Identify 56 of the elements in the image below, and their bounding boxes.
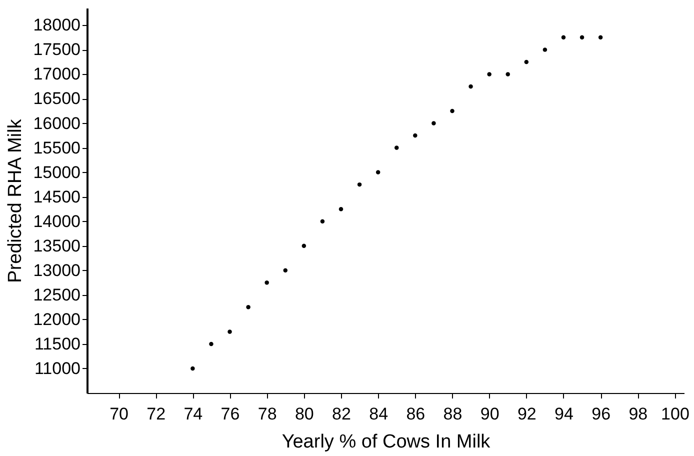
x-tick-label: 70 xyxy=(110,404,128,424)
y-tick-label: 14000 xyxy=(33,212,80,231)
point xyxy=(524,60,529,64)
x-tick-label: 90 xyxy=(480,404,500,424)
x-tick-label: 82 xyxy=(332,404,351,424)
x-tick-label: 84 xyxy=(369,404,388,424)
point xyxy=(394,146,399,150)
y-tick-label: 15000 xyxy=(33,162,80,182)
point xyxy=(357,182,362,187)
point xyxy=(246,305,250,310)
x-tick-label: 80 xyxy=(294,404,314,424)
y-axis-title: Predicted RHA Milk xyxy=(5,118,26,283)
y-tick-label: 16500 xyxy=(33,89,80,108)
point xyxy=(432,121,436,126)
x-tick-label: 74 xyxy=(184,404,203,424)
x-tick-label: 78 xyxy=(258,404,277,424)
point xyxy=(542,48,548,52)
y-tick-label: 18000 xyxy=(33,16,80,35)
x-tick-label: 72 xyxy=(146,404,166,424)
point xyxy=(228,330,232,334)
y-tick-label: 16000 xyxy=(33,114,80,133)
y-tick-label: 12500 xyxy=(33,285,80,304)
point xyxy=(320,219,325,224)
point xyxy=(468,84,473,89)
y-tick-label: 11500 xyxy=(34,334,80,354)
y-tick-label: 13500 xyxy=(33,236,80,256)
y-tick-label: 13000 xyxy=(33,260,80,280)
y-tick-label: 12000 xyxy=(33,310,80,329)
point xyxy=(302,244,306,248)
x-tick-label: 88 xyxy=(443,404,462,424)
point xyxy=(376,170,380,174)
point xyxy=(450,108,454,114)
point xyxy=(283,268,288,273)
y-tick-label: 11000 xyxy=(34,358,80,378)
point xyxy=(506,72,510,76)
point xyxy=(487,72,492,76)
x-tick-label: 92 xyxy=(517,404,536,424)
point xyxy=(561,35,566,40)
x-axis-title: Yearly % of Cows In Milk xyxy=(282,432,491,452)
point xyxy=(580,35,584,40)
x-tick-label: 98 xyxy=(628,404,648,424)
point xyxy=(190,366,195,371)
point xyxy=(264,280,269,285)
y-tick-label: 17500 xyxy=(33,40,80,60)
y-tick-label: 15500 xyxy=(33,138,80,158)
x-tick-label: 96 xyxy=(592,404,611,424)
y-tick-label: 17000 xyxy=(33,64,80,84)
x-tick-label: 76 xyxy=(220,404,240,424)
point xyxy=(598,35,603,40)
x-tick-label: 94 xyxy=(554,404,574,424)
x-tick-label: 100 xyxy=(661,404,690,424)
point xyxy=(338,206,344,212)
point xyxy=(209,342,214,346)
x-tick-label: 86 xyxy=(406,404,426,424)
y-tick-label: 14500 xyxy=(33,187,80,206)
point xyxy=(413,133,418,138)
